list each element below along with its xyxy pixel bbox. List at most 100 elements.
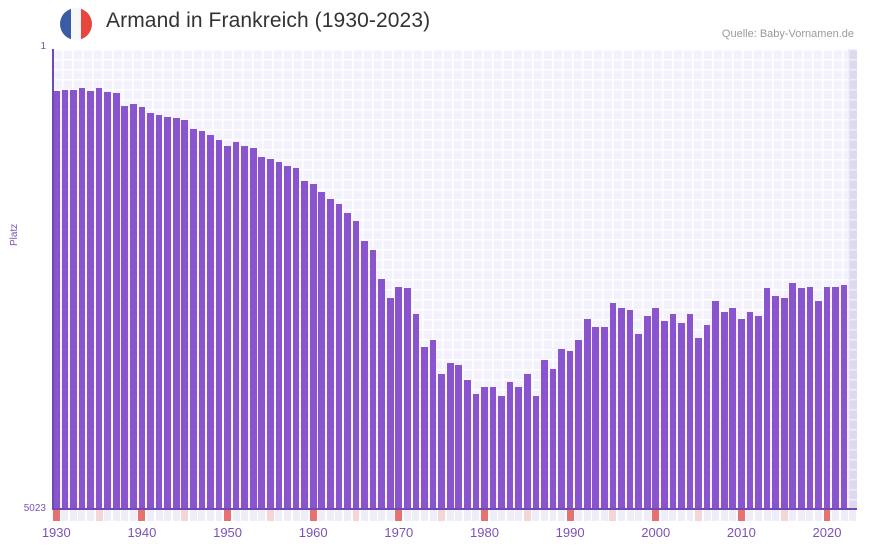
bar-2019 [815, 301, 822, 508]
x-tick-1935 [95, 510, 103, 521]
x-tick-1958 [292, 510, 300, 521]
bar-2004 [686, 313, 694, 508]
x-tick-1971 [403, 510, 411, 521]
x-axis-line [52, 508, 857, 510]
bar-1974 [429, 339, 437, 508]
bar-1999 [643, 315, 651, 508]
bar-2005 [695, 337, 702, 508]
bar-2009 [729, 308, 737, 508]
x-axis-label-1990: 1990 [555, 525, 585, 540]
bar-1953 [249, 147, 257, 508]
x-tick-1948 [206, 510, 214, 521]
x-tick-1954 [258, 510, 266, 521]
bar-2007 [712, 301, 720, 508]
page-title: Armand in Frankreich (1930-2023) [106, 9, 431, 32]
x-tick-1956 [275, 510, 283, 521]
bar-1980 [481, 387, 488, 508]
x-tick-1952 [241, 510, 249, 521]
bar-2014 [772, 295, 779, 508]
x-tick-1934 [87, 510, 94, 521]
x-tick-1931 [61, 510, 69, 521]
bar-1938 [121, 105, 129, 508]
bar-1954 [258, 156, 266, 508]
bar-2001 [660, 321, 668, 508]
flag-stripe-white [70, 8, 82, 40]
x-tick-2021 [832, 510, 840, 521]
x-tick-1990 [566, 510, 574, 521]
plot-area [52, 49, 857, 508]
x-tick-1942 [155, 510, 163, 521]
x-tick-2014 [772, 510, 780, 521]
bar-1934 [87, 90, 94, 508]
x-tick-1957 [284, 510, 291, 521]
bar-1978 [464, 379, 471, 508]
x-tick-1992 [583, 510, 591, 521]
x-tick-1993 [592, 510, 600, 521]
bar-2018 [806, 286, 814, 508]
bar-1947 [198, 131, 206, 508]
x-tick-1976 [446, 510, 454, 521]
x-tick-1996 [618, 510, 625, 521]
bar-1989 [558, 348, 565, 508]
x-tick-1984 [515, 510, 523, 521]
x-tick-1985 [523, 510, 531, 521]
x-tick-1946 [189, 510, 197, 521]
x-tick-1932 [69, 510, 77, 521]
y-axis-tick-bottom: 5023 [23, 503, 46, 514]
bar-1991 [575, 339, 582, 508]
bar-1975 [438, 374, 445, 508]
x-axis-label-1950: 1950 [213, 525, 243, 540]
bar-1988 [549, 368, 557, 508]
x-tick-1969 [386, 510, 394, 521]
x-tick-2001 [660, 510, 668, 521]
bar-1950 [224, 145, 231, 508]
x-tick-1964 [343, 510, 351, 521]
bar-2020 [823, 286, 831, 508]
bar-1965 [352, 220, 360, 508]
bar-1931 [61, 89, 69, 508]
x-tick-1972 [412, 510, 420, 521]
x-axis-tick-strip [52, 510, 857, 521]
bar-1956 [275, 162, 283, 508]
bar-1984 [515, 387, 523, 508]
x-tick-1962 [326, 510, 334, 521]
x-axis-labels: 1930 1940 1950 1960 1970 1980 1990 2000 2010 2020 [0, 525, 873, 547]
bar-1982 [498, 396, 505, 508]
bar-1969 [386, 297, 394, 508]
bar-2017 [797, 288, 805, 508]
x-tick-1975 [438, 510, 446, 521]
x-tick-2022 [840, 510, 848, 521]
x-tick-2019 [814, 510, 822, 521]
bar-1960 [309, 184, 317, 508]
bar-2016 [789, 282, 797, 508]
bar-1937 [112, 92, 120, 508]
chart-header: Armand in Frankreich (1930-2023) Quelle:… [0, 0, 873, 48]
bar-1945 [181, 120, 189, 508]
x-tick-2000 [652, 510, 660, 521]
bar-2022 [840, 284, 848, 508]
x-tick-1970 [395, 510, 403, 521]
bar-1993 [592, 326, 600, 508]
bar-1981 [489, 387, 497, 508]
bar-1985 [523, 374, 531, 508]
flag-stripe-red [81, 8, 92, 40]
x-tick-2007 [712, 510, 720, 521]
x-tick-2008 [720, 510, 728, 521]
bar-1997 [626, 310, 634, 508]
x-axis-label-1940: 1940 [127, 525, 157, 540]
flag-stripe-blue [60, 8, 71, 40]
bar-1957 [284, 165, 291, 508]
x-axis-label-1970: 1970 [384, 525, 414, 540]
bar-1973 [421, 346, 428, 508]
x-tick-1949 [215, 510, 223, 521]
bar-1959 [301, 180, 308, 508]
bar-2000 [652, 308, 660, 508]
bar-1977 [455, 365, 463, 508]
x-tick-1967 [369, 510, 377, 521]
x-tick-1977 [455, 510, 463, 521]
bar-1952 [241, 145, 249, 508]
bar-2006 [703, 324, 711, 508]
bar-1979 [472, 394, 480, 508]
x-tick-1997 [626, 510, 634, 521]
bar-2021 [832, 286, 839, 508]
